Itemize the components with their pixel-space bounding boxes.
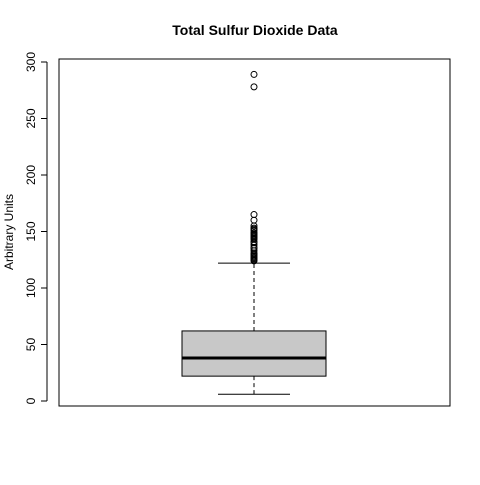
- outlier-points: [250, 70, 258, 265]
- y-tick-label: 50: [24, 338, 38, 352]
- y-tick-label: 100: [24, 278, 38, 298]
- outlier-point: [250, 229, 258, 237]
- y-axis-label: Arbitrary Units: [2, 194, 16, 270]
- y-tick-label: 300: [24, 52, 38, 72]
- outlier-point: [250, 83, 258, 91]
- y-tick-label: 250: [24, 108, 38, 128]
- box-plot: [181, 262, 327, 395]
- outlier-point: [250, 224, 258, 232]
- y-tick-label: 200: [24, 165, 38, 185]
- outlier-point: [250, 70, 258, 78]
- y-axis: 0 50 100 150 200 250 300: [24, 52, 48, 404]
- plot-frame: [58, 58, 451, 407]
- iqr-box: [181, 330, 327, 377]
- outlier-point: [250, 211, 258, 219]
- y-tick-label: 0: [24, 397, 38, 404]
- chart-title: Total Sulfur Dioxide Data: [172, 22, 338, 38]
- y-tick-label: 150: [24, 221, 38, 241]
